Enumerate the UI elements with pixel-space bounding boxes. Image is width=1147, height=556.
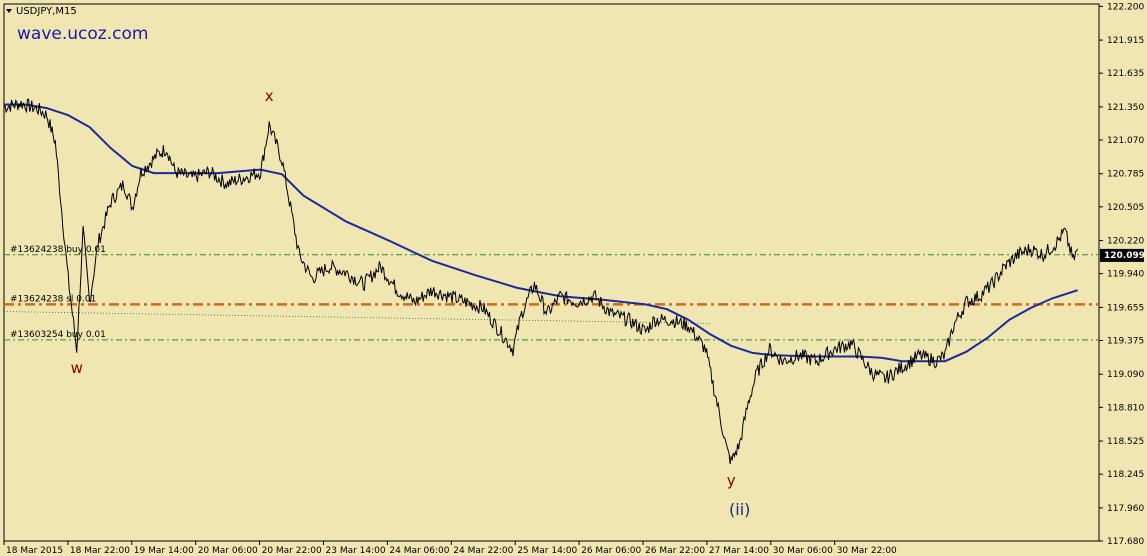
moving-average-series <box>4 103 1078 363</box>
y-axis-ticks: 122.200 121.915 121.635 121.350 121.070 120.7… <box>1099 2 1144 547</box>
x-tick-label: 30 Mar 22:00 <box>837 546 897 556</box>
x-tick-label: 26 Mar 22:00 <box>645 546 705 556</box>
wave-label: w <box>71 359 83 377</box>
wave-label: x <box>265 87 274 105</box>
x-tick-label: 20 Mar 22:00 <box>262 546 322 556</box>
y-tick-label: 121.915 <box>1107 36 1144 46</box>
y-tick-label: 121.350 <box>1107 103 1144 113</box>
y-tick-label: 118.525 <box>1107 437 1144 447</box>
symbol-dropdown-icon[interactable] <box>6 9 12 13</box>
order-label: #13603254 buy 0.01 <box>10 330 106 340</box>
watermark-text: wave.ucoz.com <box>17 24 148 44</box>
x-tick-label: 18 Mar 22:00 <box>70 546 130 556</box>
trend-line <box>3 311 710 324</box>
order-label: #13624238 sl 0.01 <box>10 294 96 304</box>
y-tick-label: 121.070 <box>1107 136 1144 146</box>
x-axis-ticks: 18 Mar 2015 18 Mar 22:00 19 Mar 14:00 20 Ma… <box>3 541 897 556</box>
y-tick-label: 121.635 <box>1107 69 1144 79</box>
x-tick-label: 24 Mar 22:00 <box>453 546 513 556</box>
wave-label: y <box>727 471 736 489</box>
current-price-tag: 120.099 <box>1100 248 1145 262</box>
x-tick-label: 23 Mar 14:00 <box>326 546 386 556</box>
y-tick-label: 118.245 <box>1107 470 1144 480</box>
x-tick-label: 24 Mar 06:00 <box>389 546 449 556</box>
wave-label: (ii) <box>729 500 750 519</box>
y-tick-label: 117.680 <box>1107 537 1144 547</box>
wave-labels: x w y (ii) <box>71 87 751 519</box>
y-tick-label: 119.655 <box>1107 303 1144 313</box>
y-tick-label: 120.220 <box>1107 237 1144 247</box>
current-price-label: 120.099 <box>1104 251 1145 261</box>
y-tick-label: 119.090 <box>1107 370 1144 380</box>
x-tick-label: 30 Mar 06:00 <box>773 546 833 556</box>
price-series <box>3 98 1079 465</box>
x-tick-label: 19 Mar 14:00 <box>134 546 194 556</box>
x-tick-label: 26 Mar 06:00 <box>581 546 641 556</box>
y-tick-label: 120.785 <box>1107 170 1144 180</box>
order-label: #13624238 buy 0.01 <box>10 245 106 255</box>
symbol-label: USDJPY,M15 <box>16 6 77 17</box>
y-tick-label: 119.375 <box>1107 337 1144 347</box>
y-tick-label: 120.505 <box>1107 203 1144 213</box>
price-line <box>3 98 1079 465</box>
y-tick-label: 117.960 <box>1107 504 1144 514</box>
ma-line <box>4 103 1078 363</box>
plot-frame <box>3 3 1100 542</box>
chart-header: USDJPY,M15 wave.ucoz.com <box>6 6 148 44</box>
y-tick-label: 118.810 <box>1107 403 1144 413</box>
y-tick-label: 119.940 <box>1107 270 1144 280</box>
x-tick-label: 25 Mar 14:00 <box>517 546 577 556</box>
x-tick-label: 20 Mar 06:00 <box>198 546 258 556</box>
x-tick-label: 18 Mar 2015 <box>6 546 63 556</box>
x-tick-label: 27 Mar 14:00 <box>709 546 769 556</box>
y-tick-label: 122.200 <box>1107 2 1144 12</box>
order-lines[interactable]: #13624238 buy 0.01 #13624238 sl 0.01 #1360… <box>3 245 1099 341</box>
current-price-tag-bg <box>1100 248 1144 262</box>
